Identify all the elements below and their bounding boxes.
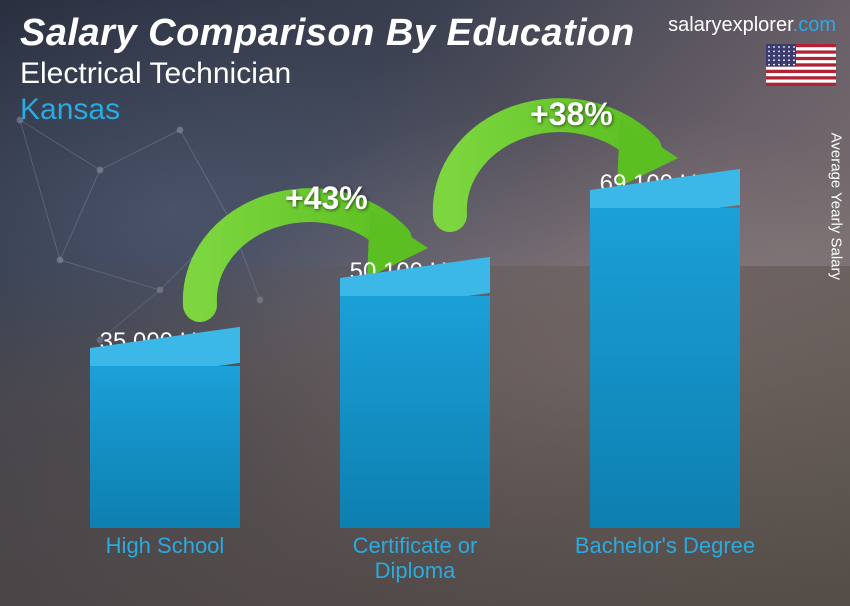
brand-name: salaryexplorer [668, 14, 793, 36]
y-axis-label: Average Yearly Salary [827, 133, 844, 280]
bar [590, 208, 740, 528]
bar-group: 35,000 USD [65, 328, 265, 528]
brand-label: salaryexplorer.com [668, 14, 836, 37]
bar-group: 50,100 USD [315, 258, 515, 528]
bar-category-label: Bachelor's Degree [565, 533, 765, 588]
bar [90, 366, 240, 528]
bar-category-label: Certificate or Diploma [315, 533, 515, 588]
bar-category-label: High School [65, 533, 265, 588]
bar-chart: +43% +38% 35,000 USD50,100 USD69,100 USD… [40, 130, 790, 588]
bar-group: 69,100 USD [565, 170, 765, 528]
bars-area: 35,000 USD50,100 USD69,100 USD [40, 168, 790, 528]
increase-pct-2: +38% [530, 96, 613, 133]
brand-domain: .com [793, 14, 836, 36]
bar [340, 296, 490, 528]
flag-icon [766, 44, 836, 86]
labels-area: High School Certificate or Diploma Bachelo… [40, 533, 790, 588]
